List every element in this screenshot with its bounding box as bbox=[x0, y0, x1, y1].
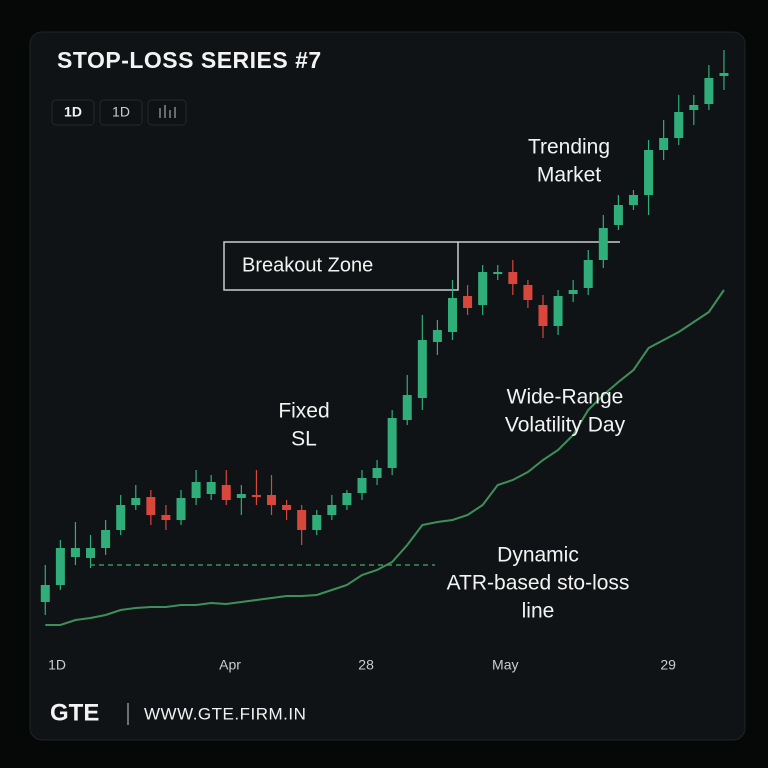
candle-body bbox=[372, 468, 382, 478]
candle-body bbox=[357, 478, 367, 493]
candle-body bbox=[417, 340, 427, 398]
candle-body bbox=[236, 494, 246, 498]
candle-body bbox=[508, 272, 518, 284]
footer-url: WWW.GTE.FIRM.IN bbox=[144, 704, 306, 723]
candle-body bbox=[206, 482, 216, 494]
candle-body bbox=[583, 260, 593, 288]
candle-body bbox=[432, 330, 442, 342]
candle-body bbox=[704, 78, 714, 104]
chart-type-button[interactable] bbox=[147, 99, 187, 126]
candle-body bbox=[644, 150, 654, 195]
atr-line bbox=[45, 289, 725, 626]
candle-body bbox=[282, 505, 292, 510]
breakout-box bbox=[223, 241, 459, 291]
annotation: Market bbox=[537, 164, 601, 187]
candle-body bbox=[221, 485, 231, 500]
annotation: SL bbox=[291, 428, 317, 451]
candle-body bbox=[101, 530, 111, 548]
candle-body bbox=[463, 296, 473, 308]
x-tick-label: 1D bbox=[48, 657, 66, 673]
candle-body bbox=[523, 285, 533, 300]
candle-body bbox=[251, 495, 261, 497]
candle-body bbox=[267, 495, 277, 505]
candle-body bbox=[40, 585, 50, 602]
candle-body bbox=[312, 515, 322, 530]
candle-body bbox=[628, 195, 638, 205]
candle-body bbox=[613, 205, 623, 225]
timeframe-button-label: 1D bbox=[64, 104, 82, 120]
candle-body bbox=[478, 272, 488, 305]
annotation: Trending bbox=[528, 136, 610, 159]
annotation: line bbox=[522, 600, 555, 623]
candle-body bbox=[146, 497, 156, 515]
x-tick-label: 28 bbox=[358, 657, 374, 673]
candle-body bbox=[493, 272, 503, 274]
timeframe-button-label: 1D bbox=[112, 104, 130, 120]
footer-brand: GTE bbox=[50, 699, 99, 726]
timeframe-button[interactable] bbox=[99, 99, 143, 126]
candle-body bbox=[342, 493, 352, 505]
annotation: Fixed bbox=[278, 400, 329, 423]
candle-body bbox=[387, 418, 397, 468]
x-tick-label: May bbox=[492, 657, 518, 673]
card bbox=[29, 31, 746, 741]
candle-body bbox=[131, 498, 141, 505]
candle-body bbox=[70, 548, 80, 557]
annotation: ATR-based sto-loss bbox=[447, 572, 630, 595]
candle-body bbox=[176, 498, 186, 520]
x-tick-label: 29 bbox=[660, 657, 676, 673]
candle-body bbox=[116, 505, 126, 530]
annotation: Breakout Zone bbox=[242, 254, 373, 276]
candle-body bbox=[327, 505, 337, 515]
annotation: Wide-Range bbox=[507, 386, 624, 409]
candle-body bbox=[659, 138, 669, 150]
candle-body bbox=[161, 515, 171, 520]
candle-body bbox=[55, 548, 65, 585]
candle-body bbox=[538, 305, 548, 326]
timeframe-button[interactable] bbox=[51, 99, 95, 126]
candle-body bbox=[297, 510, 307, 530]
candle-body bbox=[719, 73, 729, 76]
candle-body bbox=[598, 228, 608, 260]
candle-body bbox=[553, 296, 563, 326]
candle-body bbox=[568, 290, 578, 294]
candle-body bbox=[447, 298, 457, 332]
candle-body bbox=[674, 112, 684, 138]
candle-body bbox=[191, 482, 201, 498]
candle-body bbox=[86, 548, 96, 558]
x-tick-label: Apr bbox=[219, 657, 241, 673]
candle-body bbox=[689, 105, 699, 110]
chart-type-icon bbox=[159, 105, 176, 118]
chart-title: STOP-LOSS SERIES #7 bbox=[57, 47, 322, 73]
annotation: Volatility Day bbox=[505, 414, 626, 437]
candle-body bbox=[402, 395, 412, 420]
annotation: Dynamic bbox=[497, 544, 579, 567]
